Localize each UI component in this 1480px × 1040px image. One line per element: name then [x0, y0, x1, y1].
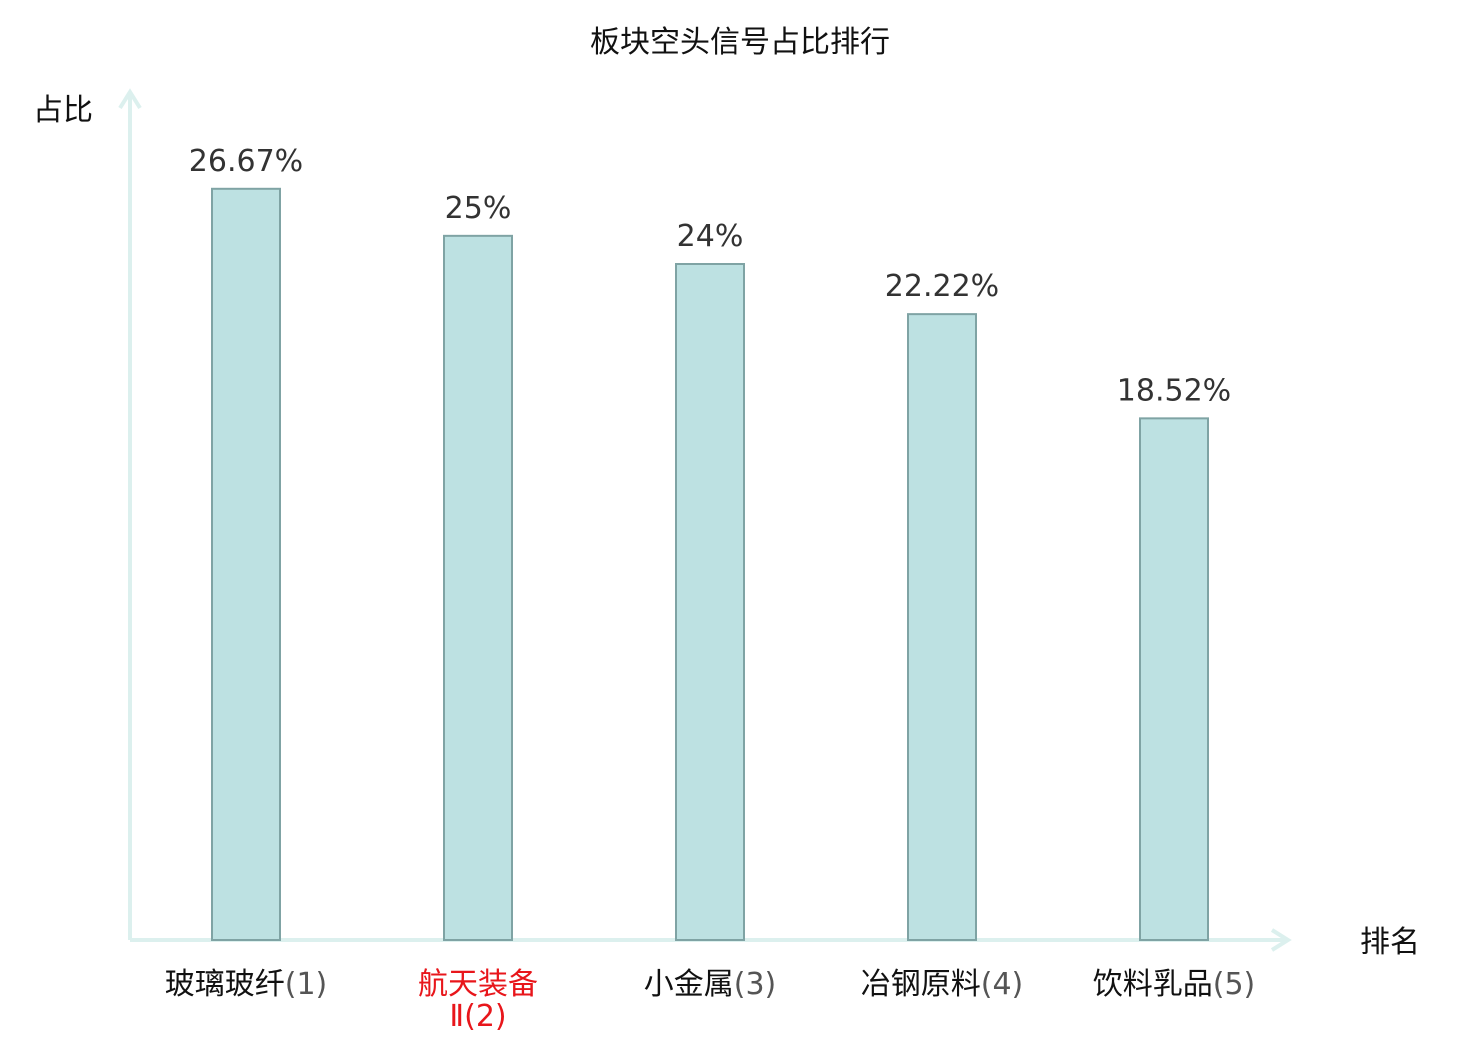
- x-axis-arrow: [1270, 928, 1292, 952]
- category-rank: (3): [734, 967, 777, 1002]
- category-label-4: 冶钢原料(4): [861, 967, 1024, 1002]
- category-label-2: 航天装备: [418, 967, 538, 1002]
- bar-2: [443, 234, 513, 942]
- value-label-3: 24%: [677, 219, 744, 254]
- value-label-4: 22.22%: [885, 269, 999, 304]
- y-axis-label: 占比: [33, 93, 93, 128]
- x-axis-label: 排名: [1360, 925, 1420, 960]
- category-label-3: 小金属(3): [644, 967, 777, 1002]
- bar-4: [907, 313, 977, 941]
- category-name: 冶钢原料: [861, 967, 981, 1002]
- category-label-5: 饮料乳品(5): [1093, 967, 1256, 1002]
- category-name: 小金属: [644, 967, 734, 1002]
- bar-3: [675, 263, 745, 941]
- bar-1: [211, 187, 281, 942]
- category-name: 饮料乳品: [1093, 967, 1213, 1002]
- y-axis-arrow: [118, 88, 142, 110]
- value-label-2: 25%: [445, 191, 512, 226]
- chart-title: 板块空头信号占比排行: [590, 25, 890, 60]
- bars-group: [211, 187, 1209, 942]
- category-name: 玻璃玻纤: [165, 967, 285, 1002]
- value-labels-group: 26.67% 25% 24% 22.22% 18.52%: [189, 144, 1231, 409]
- category-rank: (1): [285, 967, 328, 1002]
- category-rank: (4): [981, 967, 1024, 1002]
- category-label-1: 玻璃玻纤(1): [165, 967, 328, 1002]
- category-label-2-line2: Ⅱ(2): [449, 999, 506, 1034]
- bar-5: [1139, 417, 1209, 941]
- value-label-1: 26.67%: [189, 144, 303, 179]
- value-label-5: 18.52%: [1117, 373, 1231, 408]
- category-rank: (5): [1213, 967, 1256, 1002]
